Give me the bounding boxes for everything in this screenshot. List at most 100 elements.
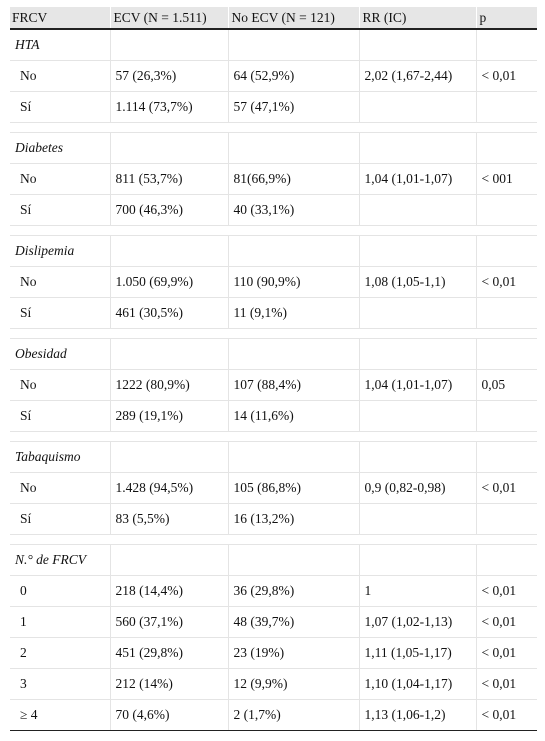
group-row: Tabaquismo	[10, 441, 537, 473]
cell-p: < 0,01	[475, 575, 537, 607]
cell-rr: 1,04 (1,01-1,07)	[358, 369, 476, 401]
empty-cell	[475, 132, 537, 164]
cell-rr: 1,10 (1,04-1,17)	[358, 668, 476, 700]
cell-no-ecv: 110 (90,9%)	[227, 266, 359, 298]
cell-rr: 1	[358, 575, 476, 607]
cell-p	[475, 91, 537, 123]
empty-cell	[475, 29, 537, 61]
header-ecv: ECV (N = 1.511)	[109, 7, 228, 30]
spacer-row	[10, 534, 537, 545]
cell-no-ecv: 2 (1,7%)	[227, 699, 359, 731]
header-p: p	[475, 7, 537, 30]
cell-frcv: No	[10, 60, 110, 92]
table-row: Sí 461 (30,5%) 11 (9,1%)	[10, 297, 537, 329]
header-rr: RR (IC)	[358, 7, 476, 30]
cell-p	[475, 297, 537, 329]
cell-frcv: No	[10, 266, 110, 298]
empty-cell	[109, 29, 228, 61]
spacer-cell	[10, 431, 537, 442]
table-row: No 1.428 (94,5%) 105 (86,8%) 0,9 (0,82-0,98…	[10, 472, 537, 504]
cell-ecv: 1.050 (69,9%)	[109, 266, 228, 298]
cell-rr: 1,08 (1,05-1,1)	[358, 266, 476, 298]
cell-rr: 1,11 (1,05-1,17)	[358, 637, 476, 669]
empty-cell	[358, 29, 476, 61]
cell-ecv: 1222 (80,9%)	[109, 369, 228, 401]
cell-frcv: Sí	[10, 297, 110, 329]
cell-rr: 1,04 (1,01-1,07)	[358, 163, 476, 195]
cell-no-ecv: 36 (29,8%)	[227, 575, 359, 607]
spacer-row	[10, 122, 537, 133]
header-no-ecv: No ECV (N = 121)	[227, 7, 359, 30]
empty-cell	[358, 441, 476, 473]
cell-rr: 1,07 (1,02-1,13)	[358, 606, 476, 638]
group-title: Dislipemia	[10, 235, 110, 267]
cell-rr	[358, 91, 476, 123]
cell-p: < 0,01	[475, 60, 537, 92]
cell-ecv: 1.114 (73,7%)	[109, 91, 228, 123]
table-row: Sí 1.114 (73,7%) 57 (47,1%)	[10, 91, 537, 123]
table-row: No 811 (53,7%) 81(66,9%) 1,04 (1,01-1,07) < …	[10, 163, 537, 195]
cell-ecv: 560 (37,1%)	[109, 606, 228, 638]
cell-p: < 001	[475, 163, 537, 195]
table-row: 3 212 (14%) 12 (9,9%) 1,10 (1,04-1,17) < 0,0…	[10, 668, 537, 700]
empty-cell	[109, 441, 228, 473]
cell-p: < 0,01	[475, 266, 537, 298]
table-row: 1 560 (37,1%) 48 (39,7%) 1,07 (1,02-1,13) < …	[10, 606, 537, 638]
data-table: FRCV ECV (N = 1.511) No ECV (N = 121) RR…	[10, 7, 537, 731]
cell-no-ecv: 57 (47,1%)	[227, 91, 359, 123]
cell-ecv: 461 (30,5%)	[109, 297, 228, 329]
cell-ecv: 83 (5,5%)	[109, 503, 228, 535]
empty-cell	[227, 338, 359, 370]
cell-ecv: 289 (19,1%)	[109, 400, 228, 432]
table-row: No 57 (26,3%) 64 (52,9%) 2,02 (1,67-2,44) < …	[10, 60, 537, 92]
empty-cell	[227, 29, 359, 61]
cell-p: < 0,01	[475, 606, 537, 638]
cell-no-ecv: 48 (39,7%)	[227, 606, 359, 638]
cell-rr	[358, 400, 476, 432]
cell-no-ecv: 16 (13,2%)	[227, 503, 359, 535]
cell-no-ecv: 23 (19%)	[227, 637, 359, 669]
empty-cell	[358, 338, 476, 370]
cell-rr: 1,13 (1,06-1,2)	[358, 699, 476, 731]
cell-frcv: 2	[10, 637, 110, 669]
empty-cell	[475, 544, 537, 576]
cell-frcv: 0	[10, 575, 110, 607]
table-row: Sí 83 (5,5%) 16 (13,2%)	[10, 503, 537, 535]
table-body: HTA No 57 (26,3%) 64 (52,9%) 2,02 (1,67-2,44…	[10, 29, 537, 731]
group-row: Diabetes	[10, 132, 537, 164]
empty-cell	[109, 235, 228, 267]
cell-ecv: 57 (26,3%)	[109, 60, 228, 92]
empty-cell	[358, 544, 476, 576]
cell-p	[475, 400, 537, 432]
cell-rr	[358, 194, 476, 226]
empty-cell	[358, 235, 476, 267]
group-title: Obesidad	[10, 338, 110, 370]
table-row: ≥ 4 70 (4,6%) 2 (1,7%) 1,13 (1,06-1,2) < 0,0…	[10, 699, 537, 731]
cell-no-ecv: 81(66,9%)	[227, 163, 359, 195]
cell-frcv: No	[10, 472, 110, 504]
group-row: Dislipemia	[10, 235, 537, 267]
cell-frcv: 3	[10, 668, 110, 700]
spacer-cell	[10, 328, 537, 339]
cell-rr: 0,9 (0,82-0,98)	[358, 472, 476, 504]
cell-no-ecv: 107 (88,4%)	[227, 369, 359, 401]
cell-ecv: 218 (14,4%)	[109, 575, 228, 607]
group-row: N.° de FRCV	[10, 544, 537, 576]
header-row: FRCV ECV (N = 1.511) No ECV (N = 121) RR…	[10, 7, 537, 30]
cell-no-ecv: 105 (86,8%)	[227, 472, 359, 504]
cell-p: 0,05	[475, 369, 537, 401]
spacer-row	[10, 431, 537, 442]
cell-no-ecv: 11 (9,1%)	[227, 297, 359, 329]
table-row: 2 451 (29,8%) 23 (19%) 1,11 (1,05-1,17) < 0,…	[10, 637, 537, 669]
cell-frcv: No	[10, 369, 110, 401]
spacer-row	[10, 328, 537, 339]
cell-no-ecv: 40 (33,1%)	[227, 194, 359, 226]
empty-cell	[475, 441, 537, 473]
empty-cell	[475, 235, 537, 267]
cell-frcv: 1	[10, 606, 110, 638]
empty-cell	[358, 132, 476, 164]
group-row: Obesidad	[10, 338, 537, 370]
empty-cell	[227, 441, 359, 473]
header-frcv: FRCV	[10, 7, 110, 30]
table-row: No 1222 (80,9%) 107 (88,4%) 1,04 (1,01-1,07…	[10, 369, 537, 401]
